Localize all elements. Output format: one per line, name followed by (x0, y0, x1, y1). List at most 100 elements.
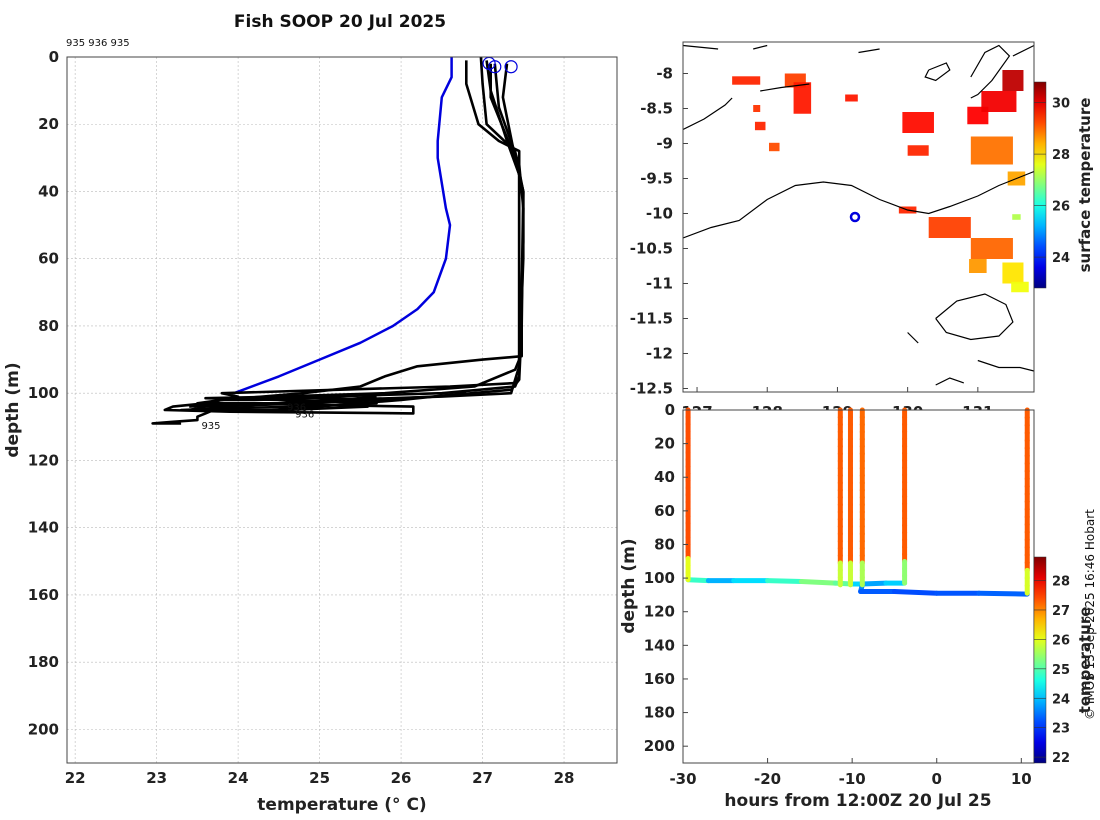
sst-patch (928, 217, 971, 238)
time-depth-tick-labels: 0 20 40 60 80 100 120 140 160 180 200 -30 -20 -10 0 10 (644, 401, 1032, 788)
map-y-tick: -12 (646, 345, 673, 363)
sst-patches (732, 70, 1029, 293)
sst-cb-tick: 26 (1052, 200, 1070, 215)
profile-y-tick: 40 (38, 182, 59, 200)
profile-y-tick: 160 (28, 586, 59, 604)
profile-y-tick: 60 (38, 250, 59, 268)
td-x-tick: 0 (932, 770, 942, 788)
time-depth-y-label: depth (m) (619, 538, 639, 633)
td-cb-tick: 27 (1052, 604, 1070, 619)
sst-patch (907, 145, 929, 156)
time-depth-points (685, 407, 1030, 597)
sst-patch (1012, 214, 1021, 220)
drop-label: 936 (295, 409, 314, 420)
td-x-tick: 10 (1011, 770, 1032, 788)
profile-line-drop-5 (151, 63, 525, 425)
profile-x-tick: 25 (309, 769, 330, 787)
sst-cb-tick: 30 (1052, 97, 1070, 112)
sst-patch (902, 112, 934, 133)
temp-colorbar (1033, 556, 1047, 764)
sst-patch (732, 76, 761, 85)
profile-y-tick: 20 (38, 115, 59, 133)
coastline (760, 83, 810, 92)
td-x-tick: -20 (754, 770, 781, 788)
drop-label: 935 (201, 421, 220, 432)
profile-x-tick: 28 (554, 769, 575, 787)
sst-patch (845, 94, 858, 102)
coastline (683, 97, 733, 131)
profile-line-drop-6 (220, 60, 521, 402)
sst-patch (970, 238, 1013, 259)
map-y-tick: -11.5 (630, 310, 673, 328)
map-y-tick: -8 (656, 65, 673, 83)
profile-x-tick: 26 (391, 769, 412, 787)
td-x-tick: -10 (839, 770, 866, 788)
bottom-track-segment (798, 578, 838, 586)
profile-y-tick: 100 (28, 384, 59, 402)
sst-map-panel: -8-8.5-9-9.5-10-10.5-11-11.5-12-12.51271… (630, 41, 1094, 421)
sst-patch (1002, 70, 1024, 91)
td-y-tick: 20 (654, 435, 675, 453)
coastline (970, 44, 1011, 99)
profile-axes-frame (66, 56, 618, 764)
profile-x-tick: 27 (472, 769, 493, 787)
td-y-tick: 100 (644, 569, 675, 587)
bottom-track-segment (859, 580, 889, 587)
td-y-tick: 0 (665, 401, 675, 419)
bottom-track-segment (891, 589, 940, 596)
profile-y-tick: 120 (28, 451, 59, 469)
drop-label: 936 (287, 403, 306, 414)
map-y-tick: -9 (656, 135, 673, 153)
profile-line-climatology (233, 57, 453, 395)
td-y-tick: 120 (644, 603, 675, 621)
sst-patch (793, 82, 812, 114)
td-x-tick: -30 (669, 770, 696, 788)
time-depth-area (683, 410, 1034, 763)
sst-patch (970, 136, 1013, 165)
profile-y-tick: 140 (28, 519, 59, 537)
figure-title: Fish SOOP 20 Jul 2025 (234, 12, 446, 32)
map-y-tick: -12.5 (630, 380, 673, 398)
profile-y-tick: 200 (28, 720, 59, 738)
coastline (977, 359, 1034, 372)
profile-x-tick: 22 (65, 769, 86, 787)
coastline (924, 62, 951, 82)
surface-marker (488, 60, 502, 74)
profile-y-tick: 180 (28, 653, 59, 671)
coastline (858, 48, 880, 54)
profile-y-tick: 0 (49, 48, 59, 66)
td-y-tick: 60 (654, 502, 675, 520)
ship-marker (849, 211, 861, 223)
coastline (753, 44, 768, 50)
ship-position-marker (849, 211, 861, 223)
profile-x-label: temperature (° C) (257, 795, 426, 815)
time-depth-x-label: hours from 12:00Z 20 Jul 25 (724, 791, 991, 811)
map-y-tick: -8.5 (640, 100, 673, 118)
coastline (907, 332, 919, 344)
profile-x-tick: 23 (146, 769, 167, 787)
bottom-track-segment (765, 578, 804, 584)
td-y-tick: 40 (654, 468, 675, 486)
sst-patch (768, 142, 780, 152)
bottom-track-segment (685, 577, 711, 584)
map-y-tick: -9.5 (640, 170, 673, 188)
sst-patch (981, 91, 1017, 112)
sst-colorbar-label: surface temperature (1076, 98, 1094, 273)
coastline (935, 377, 964, 386)
coastline (683, 44, 719, 50)
td-y-tick: 80 (654, 535, 675, 553)
sst-patch (754, 121, 766, 131)
surface-marker (504, 60, 518, 74)
sst-patch (753, 105, 761, 112)
profile-tick-labels: 22 23 24 25 26 27 28 0 20 40 60 80 100 120 140 160 180 20… (28, 48, 575, 787)
profile-y-tick: 80 (38, 317, 59, 335)
drop-ids-top: 935 936 935 (66, 38, 130, 49)
temp-colorbar-label: temperature (1076, 607, 1094, 714)
profile-line-drop-4 (196, 56, 525, 405)
sst-cb-tick: 28 (1052, 148, 1070, 163)
profile-y-label: depth (m) (3, 362, 23, 457)
